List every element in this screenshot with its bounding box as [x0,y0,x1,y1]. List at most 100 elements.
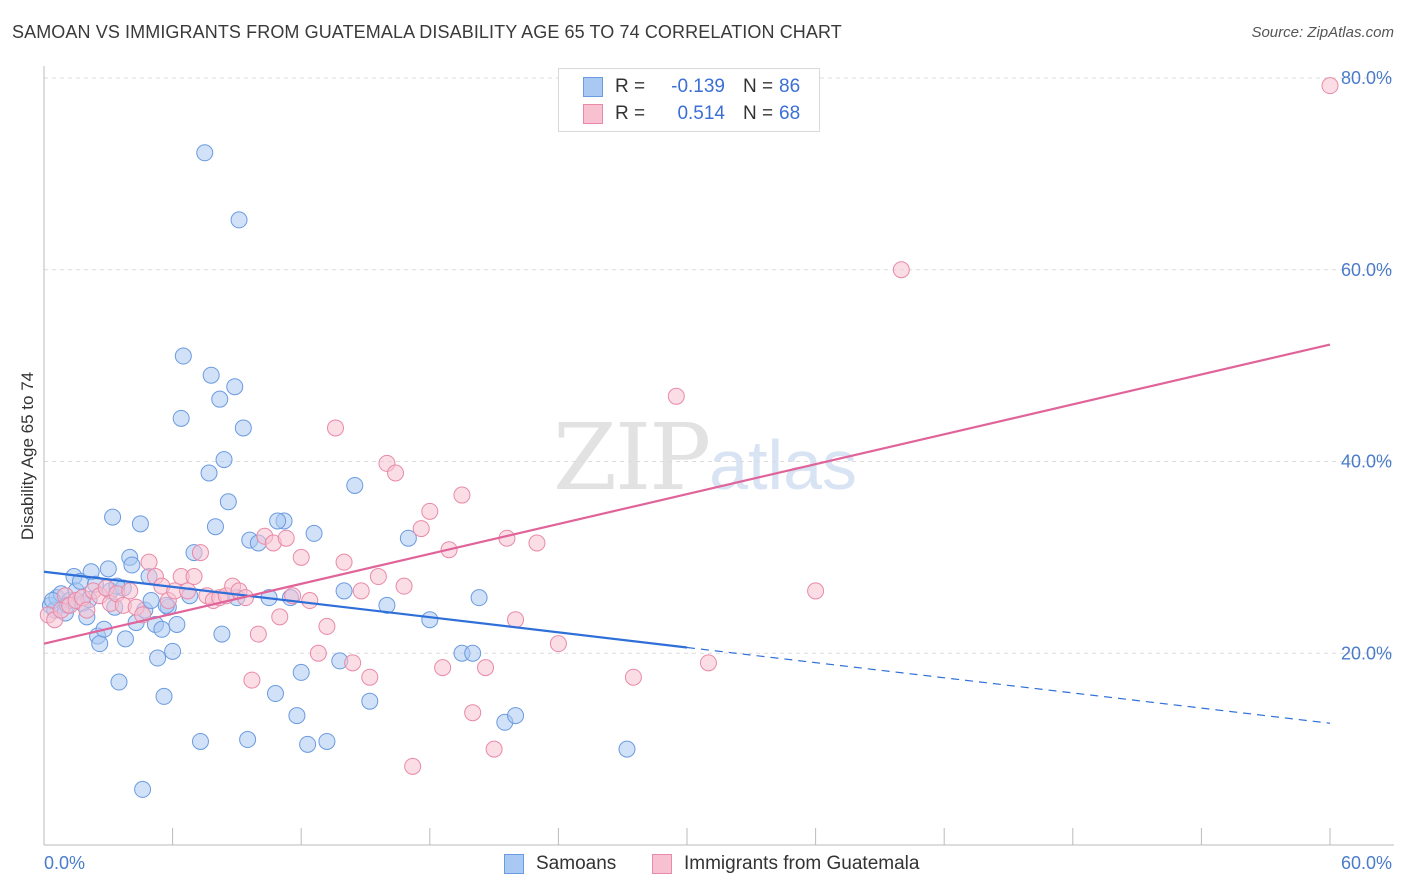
point-guatemala [477,659,495,677]
point-samoans [269,512,287,530]
point-samoans [230,211,248,229]
point-samoans [123,556,141,574]
point-guatemala [412,520,430,538]
point-guatemala [140,553,158,571]
point-samoans [174,347,192,365]
legend-r-value: 0.514 [677,103,725,124]
point-samoans [292,663,310,681]
point-guatemala [121,582,139,600]
point-samoans [421,611,439,629]
point-guatemala [667,387,685,405]
point-guatemala [1321,77,1339,95]
point-samoans [131,515,149,533]
point-samoans [399,529,417,547]
point-samoans [116,630,134,648]
point-guatemala [292,548,310,566]
point-samoans [335,582,353,600]
point-samoans [305,524,323,542]
legend-swatch-samoans [583,77,603,97]
point-guatemala [326,419,344,437]
point-samoans [153,620,171,638]
point-guatemala [271,608,289,626]
legend-r-label: R = [615,103,646,124]
bottom-legend-swatch-guatemala [652,854,672,874]
point-guatemala [301,592,319,610]
watermark-atlas: atlas [709,426,858,504]
point-guatemala [434,659,452,677]
point-samoans [196,144,214,162]
point-guatemala [277,529,295,547]
point-guatemala [249,625,267,643]
point-guatemala [549,635,567,653]
point-samoans [202,366,220,384]
legend-n-label: N = [743,76,774,97]
legend-r-label: R = [615,76,646,97]
trendline-guatemala [43,343,1331,645]
point-guatemala [528,534,546,552]
point-samoans [361,692,379,710]
point-guatemala [179,582,197,600]
y-tick-label: 80.0% [1341,68,1392,88]
point-samoans [206,518,224,536]
point-guatemala [309,644,327,662]
point-guatemala [387,464,405,482]
point-samoans [191,732,209,750]
bottom-legend-samoans: Samoans [504,852,616,876]
legend-swatch-guatemala [583,104,603,124]
point-guatemala [485,740,503,758]
chart-title: SAMOAN VS IMMIGRANTS FROM GUATEMALA DISA… [12,22,842,42]
legend-row-guatemala: R = 0.514 N = 68 [583,101,800,127]
point-guatemala [185,568,203,586]
point-guatemala [807,582,825,600]
point-samoans [215,451,233,469]
trendline-samoans [43,570,688,649]
point-samoans [299,735,317,753]
point-guatemala [369,568,387,586]
point-guatemala [892,261,910,279]
x-tick-label: 0.0% [44,853,85,873]
point-samoans [142,592,160,610]
point-samoans [288,707,306,725]
point-samoans [266,685,284,703]
trendline-samoans-extension [686,646,1331,724]
point-samoans [155,687,173,705]
point-guatemala [395,577,413,595]
point-guatemala [421,502,439,520]
point-samoans [219,493,237,511]
point-guatemala [453,486,471,504]
point-samoans [200,464,218,482]
point-guatemala [361,668,379,686]
point-guatemala [507,611,525,629]
point-samoans [618,740,636,758]
legend-n-label: N = [743,103,774,124]
legend: R = -0.139 N = 86 R = 0.514 N = 68 [558,68,820,132]
legend-r-value: -0.139 [671,76,725,97]
point-guatemala [352,582,370,600]
y-tick-label: 40.0% [1341,452,1392,472]
point-samoans [378,596,396,614]
point-samoans [211,390,229,408]
watermark-zip: ZIP [553,404,711,511]
point-guatemala [699,654,717,672]
point-samoans [226,378,244,396]
legend-n-value: 86 [779,76,801,97]
legend-n-value: 68 [779,103,801,124]
bottom-legend-label-samoans: Samoans [536,853,617,874]
point-samoans [134,780,152,798]
point-samoans [239,731,257,749]
point-samoans [507,707,525,725]
bottom-legend-label-guatemala: Immigrants from Guatemala [684,853,920,874]
y-tick-label: 60.0% [1341,260,1392,280]
point-samoans [234,419,252,437]
point-guatemala [335,553,353,571]
point-samoans [172,409,190,427]
point-guatemala [243,671,261,689]
point-guatemala [404,757,422,775]
point-samoans [104,508,122,526]
point-samoans [470,589,488,607]
point-samoans [91,635,109,653]
bottom-legend-swatch-samoans [504,854,524,874]
point-samoans [213,625,231,643]
legend-row-samoans: R = -0.139 N = 86 [583,74,800,100]
